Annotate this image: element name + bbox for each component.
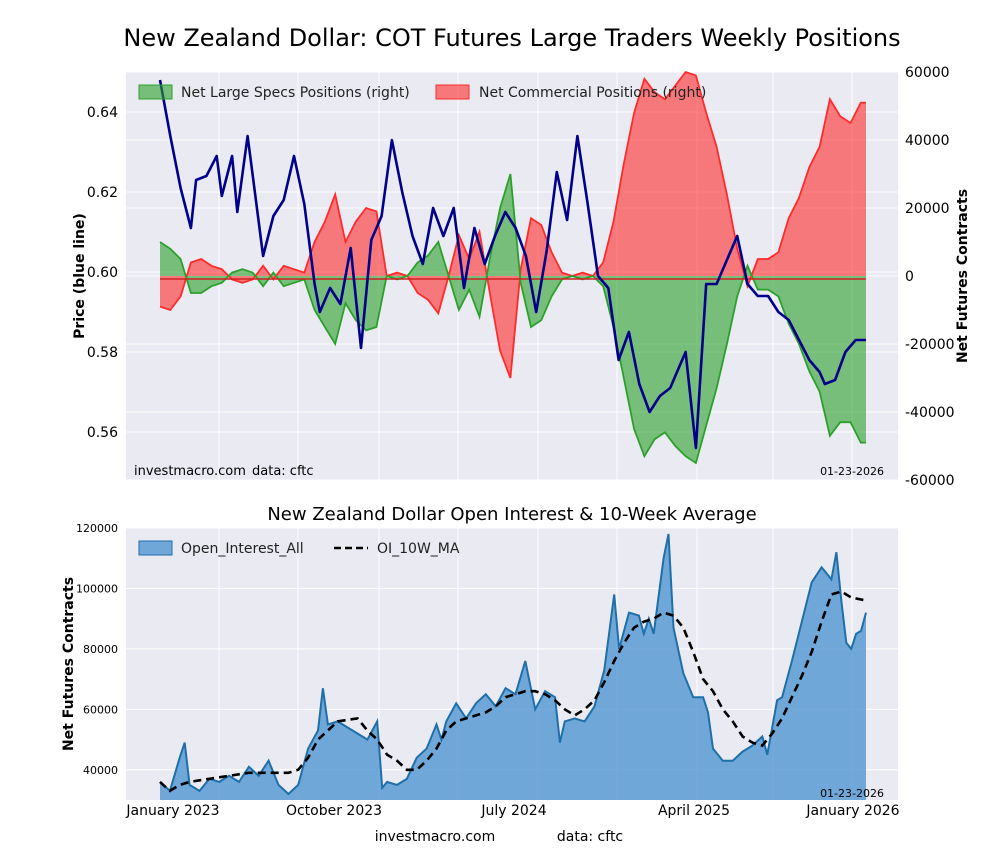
oi-tick-label: 40000	[83, 764, 118, 777]
ma-line	[159, 590, 867, 793]
legend-swatch-specs	[138, 84, 173, 100]
contracts-tick-label: 40000	[905, 133, 950, 149]
contracts-tick-label: -60000	[905, 473, 955, 489]
price-tick-label: 0.62	[87, 185, 118, 201]
top-watermark-source: data: cftc	[252, 464, 314, 479]
bottom-grid	[126, 527, 898, 800]
oi-title: New Zealand Dollar Open Interest & 10-We…	[267, 504, 756, 525]
legend-label-oi: Open_Interest_All	[181, 541, 304, 557]
price-line-group	[158, 79, 866, 450]
legend-swatch-oi	[138, 540, 173, 556]
contracts-tick-label: 20000	[905, 201, 950, 217]
top-legend: Net Large Specs Positions (right) Net Co…	[138, 84, 706, 101]
price-tick-label: 0.64	[87, 105, 118, 121]
ma-line-group	[159, 590, 867, 793]
open-interest-line	[159, 533, 867, 796]
legend-swatch-commercial	[435, 84, 470, 100]
legend-label-ma: OI_10W_MA	[377, 541, 460, 557]
oi-axis-ticks: 40000 60000 80000 100000 120000	[76, 522, 118, 777]
price-tick-label: 0.58	[87, 345, 118, 361]
price-line	[158, 79, 866, 450]
open-interest-area	[160, 534, 866, 800]
date-tick-label: April 2025	[658, 803, 730, 819]
footer-site: investmacro.com	[375, 829, 495, 845]
open-interest-chart: New Zealand Dollar Open Interest & 10-We…	[61, 504, 900, 819]
price-axis-label: Price (blue line)	[72, 213, 88, 339]
legend-label-specs: Net Large Specs Positions (right)	[181, 85, 410, 101]
date-tick-label: October 2023	[286, 803, 382, 819]
oi-tick-label: 80000	[83, 643, 118, 656]
figure-title: New Zealand Dollar: COT Futures Large Tr…	[123, 24, 900, 52]
date-tick-label: January 2023	[125, 803, 219, 819]
bottom-legend: Open_Interest_All OI_10W_MA	[138, 540, 460, 557]
price-axis-ticks: 0.56 0.58 0.60 0.62 0.64	[87, 105, 118, 441]
footer-source: data: cftc	[557, 829, 623, 845]
contracts-tick-label: -40000	[905, 405, 955, 421]
date-tick-label: January 2026	[805, 803, 899, 819]
commercial-area-edge	[159, 70, 866, 379]
contracts-tick-label: 0	[905, 269, 914, 285]
contracts-axis-ticks: -60000 -40000 -20000 0 20000 40000 60000	[905, 65, 955, 489]
contracts-tick-label: 60000	[905, 65, 950, 81]
contracts-tick-label: -20000	[905, 337, 955, 353]
oi-tick-label: 120000	[76, 522, 118, 535]
price-tick-label: 0.56	[87, 425, 118, 441]
oi-area-group	[159, 533, 867, 800]
bottom-date-label: 01-23-2026	[820, 787, 884, 800]
contracts-axis-label: Net Futures Contracts	[955, 189, 971, 363]
oi-tick-label: 100000	[76, 582, 118, 595]
legend-label-commercial: Net Commercial Positions (right)	[479, 85, 706, 101]
date-axis-ticks: January 2023 October 2023 July 2024 April 2…	[125, 803, 899, 819]
top-date-label: 01-23-2026	[820, 465, 884, 478]
commercial-area	[160, 72, 866, 378]
top-watermark-site: investmacro.com	[134, 464, 246, 479]
oi-axis-label: Net Futures Contracts	[61, 577, 77, 751]
price-positions-chart: 0.56 0.58 0.60 0.62 0.64 -60000 -40000 -20000 0…	[72, 65, 971, 489]
price-tick-label: 0.60	[87, 265, 118, 281]
oi-tick-label: 60000	[83, 703, 118, 716]
date-tick-label: July 2024	[480, 803, 546, 819]
